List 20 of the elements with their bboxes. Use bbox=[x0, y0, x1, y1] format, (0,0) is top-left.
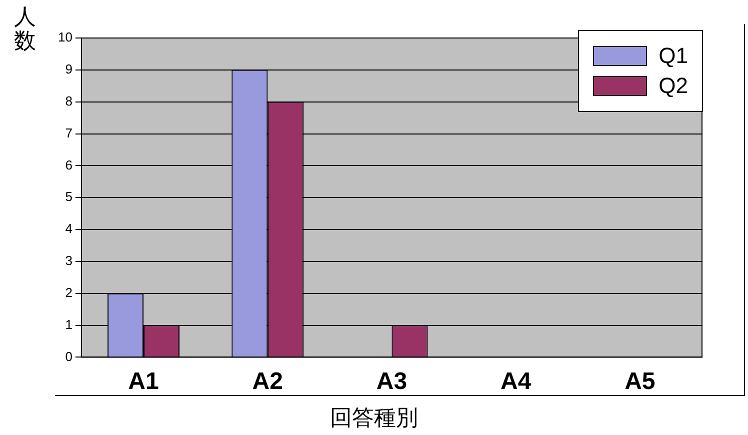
x-tick-label: A2 bbox=[252, 368, 283, 396]
x-tick-label: A3 bbox=[376, 368, 408, 396]
y-tick-label: 10 bbox=[58, 30, 72, 45]
y-tick-label: 1 bbox=[65, 316, 72, 332]
y-axis-title: 人数 bbox=[13, 5, 37, 54]
x-tick-label: A1 bbox=[128, 368, 159, 396]
x-tick-label: A5 bbox=[624, 368, 656, 396]
y-tick-label: 3 bbox=[65, 253, 72, 268]
y-tick-label: 4 bbox=[65, 221, 72, 236]
y-tick-label: 5 bbox=[65, 189, 72, 204]
y-tick-label: 8 bbox=[65, 93, 72, 108]
y-tick-label: 6 bbox=[65, 157, 72, 172]
y-tick-label: 7 bbox=[65, 125, 72, 140]
x-axis-title: 回答種別 bbox=[329, 405, 419, 433]
x-tick-label: A4 bbox=[500, 368, 532, 396]
y-tick-label: 2 bbox=[65, 284, 72, 300]
legend-label: Q1 bbox=[658, 43, 688, 69]
y-tick-label: 0 bbox=[65, 348, 72, 364]
y-tick-label: 9 bbox=[65, 62, 72, 76]
legend-label: Q2 bbox=[658, 73, 688, 99]
